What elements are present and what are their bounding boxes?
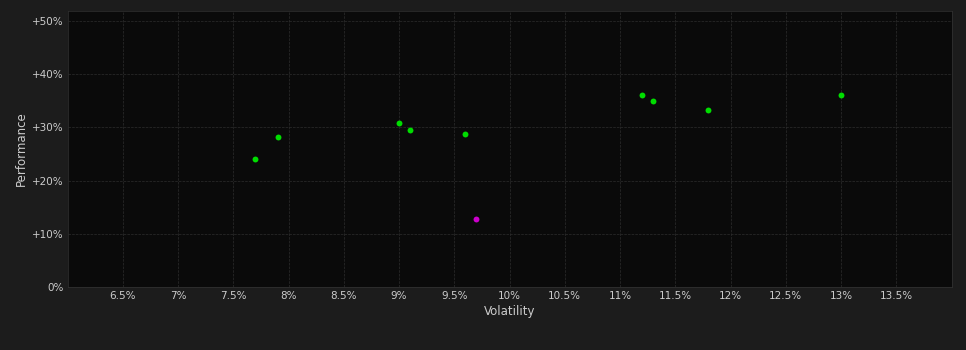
X-axis label: Volatility: Volatility bbox=[484, 305, 535, 318]
Point bbox=[391, 120, 407, 126]
Point bbox=[247, 156, 263, 162]
Point bbox=[635, 92, 650, 97]
Point bbox=[834, 92, 849, 97]
Point bbox=[458, 132, 473, 137]
Point bbox=[645, 99, 661, 104]
Point bbox=[700, 107, 716, 113]
Y-axis label: Performance: Performance bbox=[14, 111, 28, 186]
Point bbox=[403, 127, 418, 132]
Point bbox=[469, 216, 484, 222]
Point bbox=[270, 134, 285, 140]
